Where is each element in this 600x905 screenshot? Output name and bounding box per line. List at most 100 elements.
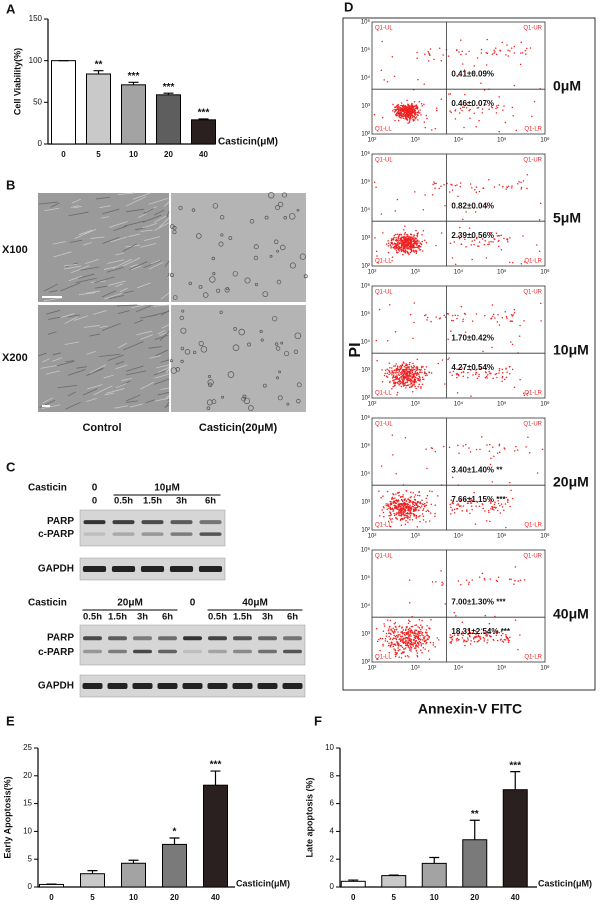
event xyxy=(493,186,496,188)
event xyxy=(497,234,500,237)
event xyxy=(394,497,396,499)
event xyxy=(422,642,424,645)
event xyxy=(406,644,408,646)
event xyxy=(430,320,432,323)
event xyxy=(510,489,512,492)
event xyxy=(405,373,407,376)
event xyxy=(418,373,420,376)
event xyxy=(520,181,522,183)
cell xyxy=(209,276,216,283)
event xyxy=(425,448,427,450)
event xyxy=(417,110,420,112)
time-label: 1.5h xyxy=(108,612,127,623)
event xyxy=(405,385,408,387)
event xyxy=(408,386,411,389)
event xyxy=(432,644,435,646)
event xyxy=(523,579,526,581)
event xyxy=(429,48,432,50)
error-bar xyxy=(87,869,98,874)
event xyxy=(400,236,403,238)
y-tick-label: 10⁵ xyxy=(361,47,371,54)
event xyxy=(398,509,400,512)
percent-label: 7.66±1.15% *** xyxy=(451,495,506,504)
cell xyxy=(220,233,224,237)
cell xyxy=(276,279,282,285)
event xyxy=(401,646,404,648)
event xyxy=(400,117,402,119)
event xyxy=(394,114,397,116)
event xyxy=(473,207,475,209)
bar xyxy=(156,94,181,145)
event xyxy=(394,372,397,374)
event xyxy=(394,517,397,519)
event xyxy=(434,450,437,453)
events xyxy=(375,566,526,660)
event xyxy=(411,371,414,374)
event xyxy=(515,129,518,132)
x-axis-title: Casticin(μM) xyxy=(236,878,290,888)
event xyxy=(412,106,414,108)
quadrant-label: Q1-UL xyxy=(375,26,393,32)
event xyxy=(519,579,522,581)
cell xyxy=(260,338,264,342)
event xyxy=(394,239,397,241)
x-tick-label: 10⁴ xyxy=(454,137,464,144)
event xyxy=(420,387,422,389)
event xyxy=(406,237,409,240)
event xyxy=(425,643,427,645)
event xyxy=(474,636,477,639)
event xyxy=(416,654,418,657)
event xyxy=(407,521,409,523)
event xyxy=(396,105,398,108)
event xyxy=(419,249,422,251)
y-tick-label: 10³ xyxy=(361,368,370,374)
event xyxy=(507,501,509,503)
event xyxy=(397,248,400,250)
event xyxy=(413,302,416,304)
event xyxy=(461,632,464,635)
fiber xyxy=(155,349,169,357)
event xyxy=(407,235,409,238)
event xyxy=(419,112,421,114)
y-tick-label: 0 xyxy=(28,882,33,891)
event xyxy=(406,117,408,120)
event xyxy=(448,191,451,193)
event xyxy=(538,250,541,252)
event xyxy=(495,634,498,637)
event xyxy=(411,370,413,372)
event xyxy=(467,583,470,585)
event xyxy=(418,494,421,497)
event xyxy=(411,630,413,632)
event xyxy=(416,51,418,54)
fiber xyxy=(57,360,75,367)
event xyxy=(407,507,410,510)
event xyxy=(501,506,504,508)
event xyxy=(458,374,460,377)
event xyxy=(411,379,413,382)
cell xyxy=(179,315,184,321)
event xyxy=(494,317,496,319)
event xyxy=(417,626,419,628)
event xyxy=(499,50,502,52)
x-tick-label: 20 xyxy=(170,893,179,902)
cell xyxy=(296,398,301,404)
event xyxy=(515,445,517,448)
event xyxy=(419,641,422,644)
event xyxy=(449,371,451,373)
event xyxy=(412,491,414,494)
event xyxy=(418,375,420,378)
event xyxy=(402,373,405,375)
event xyxy=(405,628,407,630)
event xyxy=(500,503,503,505)
event xyxy=(407,384,410,386)
event xyxy=(495,105,498,107)
event xyxy=(429,54,431,57)
event xyxy=(419,624,422,626)
event xyxy=(414,637,417,639)
event xyxy=(463,312,466,315)
event xyxy=(481,572,484,575)
event xyxy=(395,653,397,655)
event xyxy=(381,40,383,43)
fiber xyxy=(38,201,58,205)
event xyxy=(385,503,387,505)
